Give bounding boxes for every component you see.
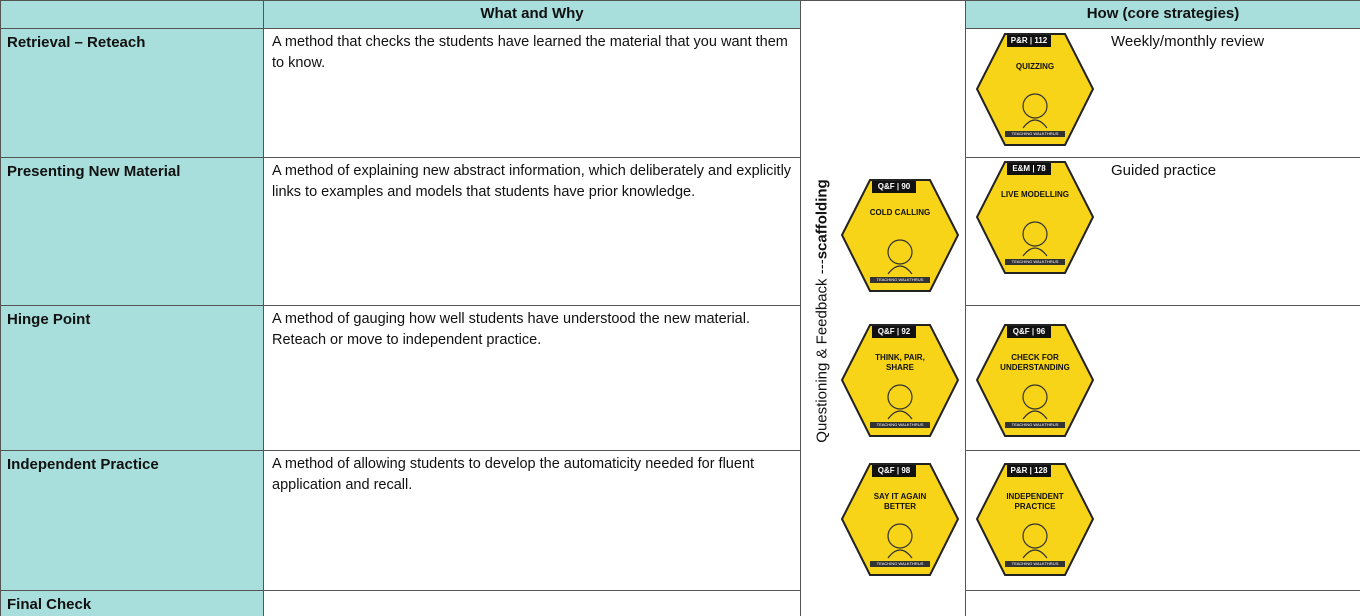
how-note: Weekly/monthly review	[1111, 33, 1265, 50]
hexagon	[840, 324, 960, 437]
description-cell: A method of explaining new abstract info…	[263, 157, 801, 306]
walkthru-card: Q&F | 98 SAY IT AGAIN BETTER TEACHING WALK…	[840, 462, 960, 577]
card-tab: Q&F | 96	[1007, 326, 1051, 338]
card-title: COLD CALLING	[869, 208, 931, 217]
card-footer: TEACHING WALKTHRUS	[1005, 259, 1065, 265]
card-tab: P&R | 128	[1007, 465, 1051, 477]
card-footer: TEACHING WALKTHRUS	[1005, 561, 1065, 567]
card-title: QUIZZING	[1015, 62, 1055, 71]
description-cell: A method that checks the students have l…	[263, 28, 801, 158]
walkthru-card: Q&F | 90 COLD CALLING TEACHING WALKTHRUS	[840, 178, 960, 293]
card-tab: Q&F | 92	[872, 326, 916, 338]
description-cell	[263, 590, 801, 616]
stage-cell: Hinge Point	[0, 305, 264, 451]
header-cell	[0, 0, 264, 29]
card-footer: TEACHING WALKTHRUS	[870, 561, 930, 567]
hexagon	[840, 463, 960, 576]
stage-cell: Retrieval – Reteach	[0, 28, 264, 158]
card-tab: P&R | 112	[1007, 35, 1051, 47]
card-title: CHECK FOR UNDERSTANDING	[1000, 353, 1070, 372]
stage-cell: Final Check	[0, 590, 264, 616]
how-cell	[965, 590, 1360, 616]
header-cell: How (core strategies)	[965, 0, 1360, 29]
stage-cell: Independent Practice	[0, 450, 264, 591]
side-label: Questioning & Feedback ---scaffolding	[814, 179, 831, 442]
card-title: THINK, PAIR, SHARE	[875, 353, 925, 372]
hexagon	[975, 33, 1095, 146]
hexagon	[975, 324, 1095, 437]
walkthru-card: P&R | 128 INDEPENDENT PRACTICE TEACHING WA…	[975, 462, 1095, 577]
walkthru-card: E&M | 78 LIVE MODELLING TEACHING WALKTHRUS	[975, 160, 1095, 275]
card-tab: Q&F | 90	[872, 181, 916, 193]
card-title: INDEPENDENT PRACTICE	[1006, 492, 1064, 511]
card-tab: Q&F | 98	[872, 465, 916, 477]
hexagon	[840, 179, 960, 292]
description-cell: A method of gauging how well students ha…	[263, 305, 801, 451]
description-cell: A method of allowing students to develop…	[263, 450, 801, 591]
side-label-text: Questioning & Feedback ---	[813, 259, 831, 443]
hexagon	[975, 463, 1095, 576]
walkthru-card: Q&F | 92 THINK, PAIR, SHARE TEACHING WALKT…	[840, 323, 960, 438]
card-footer: TEACHING WALKTHRUS	[1005, 131, 1065, 137]
card-footer: TEACHING WALKTHRUS	[870, 422, 930, 428]
side-label-emphasis: scaffolding	[813, 179, 831, 260]
hexagon	[975, 161, 1095, 274]
walkthru-card: P&R | 112 QUIZZING TEACHING WALKTHRUS	[975, 32, 1095, 147]
card-footer: TEACHING WALKTHRUS	[1005, 422, 1065, 428]
card-tab: E&M | 78	[1007, 163, 1051, 175]
walkthru-card: Q&F | 96 CHECK FOR UNDERSTANDING TEACHING …	[975, 323, 1095, 438]
card-footer: TEACHING WALKTHRUS	[870, 277, 930, 283]
how-note: Guided practice	[1111, 162, 1217, 179]
card-title: SAY IT AGAIN BETTER	[873, 492, 927, 511]
card-title: LIVE MODELLING	[1001, 190, 1069, 199]
stage-cell: Presenting New Material	[0, 157, 264, 306]
header-cell: What and Why	[263, 0, 801, 29]
